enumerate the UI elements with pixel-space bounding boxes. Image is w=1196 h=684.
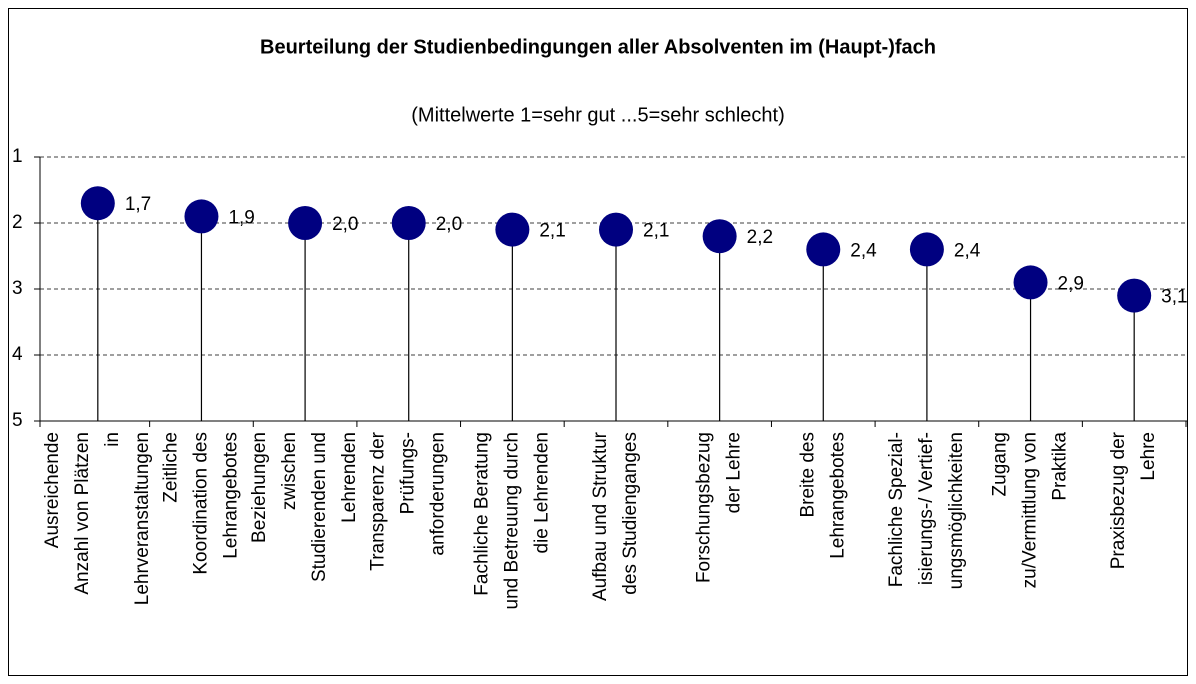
value-label: 2,2: [747, 227, 773, 248]
dot: [909, 232, 944, 267]
x-tick-label: Koordination des: [190, 432, 211, 575]
y-tick-label: 2: [12, 212, 23, 233]
x-tick-label: Lehre: [1138, 432, 1159, 481]
value-label: 1,7: [125, 194, 151, 215]
x-tick-label: anforderungen: [428, 432, 449, 556]
x-tick-label: Ausreichende: [42, 432, 63, 548]
x-tick-label: Lehrangebotes: [220, 432, 241, 559]
x-tick-label: Lehrenden: [339, 432, 360, 523]
chart-border: [8, 8, 1188, 676]
x-tick-label: die Lehrenden: [531, 432, 552, 554]
x-tick-label: Beziehungen: [249, 432, 270, 543]
x-tick-label: Prüfungs-: [398, 432, 419, 514]
x-tick-label: Forschungsbezug: [694, 432, 715, 583]
value-label: 2,1: [539, 221, 565, 242]
y-tick-label: 4: [12, 344, 23, 365]
x-tick-label: ungsmöglichkeiten: [946, 432, 967, 589]
x-tick-label: der Lehre: [724, 432, 745, 513]
x-tick-label: isierungs-/ Vertief-: [916, 432, 937, 585]
x-tick-label: Fachliche Beratung: [471, 432, 492, 596]
dot: [288, 206, 323, 240]
dot: [184, 199, 219, 234]
x-tick-label: Zeitliche: [160, 432, 181, 503]
dot: [1117, 278, 1152, 313]
x-tick-label: Anzahl von Plätzen: [72, 432, 93, 595]
value-label: 2,9: [1058, 273, 1084, 294]
x-tick-label: Fachliche Spezial-: [886, 432, 907, 587]
x-tick-label: des Studienganges: [620, 432, 641, 595]
chart-subtitle: (Mittelwerte 1=sehr gut ...5=sehr schlec…: [411, 104, 785, 126]
dot: [391, 206, 426, 240]
dot: [80, 186, 115, 221]
dot: [702, 219, 737, 254]
x-tick-label: in: [102, 432, 123, 447]
value-label: 2,4: [850, 240, 877, 261]
y-tick-label: 5: [12, 410, 23, 431]
value-label: 3,1: [1161, 287, 1187, 308]
x-tick-label: Praktika: [1050, 432, 1071, 501]
x-tick-label: zu/Vermittlung von: [1020, 432, 1041, 588]
value-label: 2,4: [954, 240, 981, 261]
y-tick-label: 1: [12, 146, 23, 167]
dot: [806, 232, 841, 267]
x-tick-label: Lehrangebotes: [827, 432, 848, 559]
x-tick-label: Praxisbezug der: [1108, 431, 1129, 569]
chart-title: Beurteilung der Studienbedingungen aller…: [260, 36, 936, 58]
value-label: 2,0: [436, 214, 462, 235]
value-label: 2,0: [332, 214, 358, 235]
x-tick-label: Lehrveranstaltungen: [132, 432, 153, 605]
x-tick-label: Transparenz der: [368, 431, 389, 570]
x-tick-label: und Betreuung durch: [501, 432, 522, 609]
x-tick-label: zwischen: [279, 432, 300, 510]
x-tick-label: Breite des: [797, 432, 818, 518]
value-label: 1,9: [228, 207, 254, 228]
dot: [495, 212, 530, 247]
x-tick-label: Zugang: [990, 432, 1011, 496]
dot: [599, 212, 633, 247]
y-tick-label: 3: [12, 278, 23, 299]
dot: [1013, 265, 1048, 300]
x-tick-label: Aufbau und Struktur: [590, 431, 611, 601]
x-tick-label: Studierenden und: [309, 432, 330, 582]
value-label: 2,1: [643, 221, 669, 242]
